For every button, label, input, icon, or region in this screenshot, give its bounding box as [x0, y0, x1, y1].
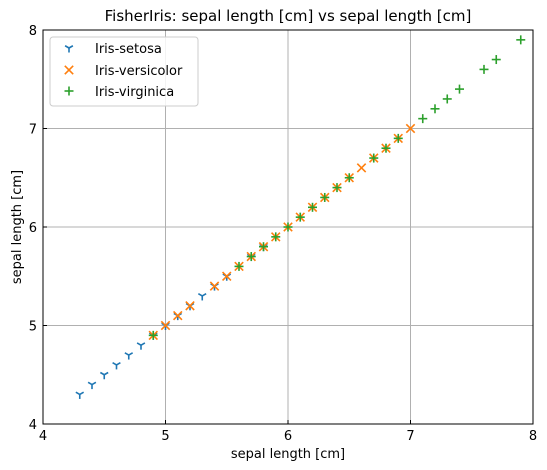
data-point-iris-virginica [418, 114, 428, 124]
data-point-iris-versicolor [160, 320, 171, 331]
data-point-iris-virginica [344, 173, 354, 183]
data-point-iris-virginica [320, 192, 330, 202]
x-axis-label: sepal length [cm] [231, 447, 345, 462]
data-point-iris-virginica [234, 261, 244, 271]
data-point-iris-setosa [112, 361, 121, 370]
legend-label-setosa: Iris-setosa [95, 42, 162, 57]
data-point-iris-setosa [124, 352, 134, 360]
legend-box [49, 36, 199, 107]
x-tick-label: 5 [161, 429, 169, 444]
data-point-iris-setosa [87, 381, 97, 390]
y-axis-label: sepal length [cm] [10, 170, 25, 284]
y-tick-label: 8 [29, 24, 37, 39]
x-tick-label: 7 [406, 429, 414, 444]
y-tick-label: 6 [29, 221, 37, 236]
data-point-iris-versicolor [356, 163, 367, 173]
data-point-iris-virginica [283, 222, 293, 232]
legend-label-virginica: Iris-virginica [95, 85, 174, 100]
data-point-iris-versicolor [405, 123, 416, 134]
x-axis-ticks: 4 5 6 7 8 [39, 420, 537, 444]
y-tick-label: 4 [29, 418, 37, 433]
data-point-iris-setosa [99, 371, 109, 380]
data-point-iris-virginica [271, 232, 281, 242]
data-point-iris-virginica [295, 212, 305, 222]
legend-label-versicolor: Iris-versicolor [95, 64, 183, 79]
legend: Iris-setosa Iris-versicolor Iris-virgini… [49, 36, 199, 107]
x-tick-label: 4 [39, 429, 47, 444]
y-axis-ticks: 4 5 6 7 8 [29, 24, 47, 433]
legend-markers [64, 45, 74, 96]
data-point-iris-setosa [197, 293, 207, 301]
data-point-iris-setosa [136, 342, 146, 350]
data-point-iris-versicolor [221, 271, 232, 282]
data-point-iris-virginica [442, 94, 452, 104]
data-point-iris-versicolor [209, 281, 220, 291]
data-point-iris-setosa [75, 391, 85, 399]
data-point-iris-virginica [479, 64, 489, 74]
data-points [75, 35, 526, 399]
data-point-iris-virginica [381, 143, 391, 153]
data-point-iris-virginica [148, 330, 158, 340]
data-point-iris-versicolor [172, 310, 183, 321]
data-point-iris-virginica [393, 133, 403, 143]
y-tick-label: 5 [29, 320, 37, 335]
data-point-iris-versicolor [185, 301, 195, 311]
data-point-iris-virginica [516, 35, 526, 45]
data-point-iris-virginica [246, 252, 256, 262]
legend-marker-iris-versicolor [64, 65, 74, 75]
x-tick-label: 8 [529, 429, 537, 444]
y-tick-label: 7 [29, 123, 37, 138]
data-point-iris-virginica [455, 84, 464, 94]
data-point-iris-virginica [491, 55, 501, 65]
data-point-iris-virginica [332, 183, 342, 193]
data-point-iris-virginica [259, 242, 268, 252]
x-tick-label: 6 [284, 429, 292, 444]
legend-marker-iris-setosa [64, 45, 74, 53]
chart-title: FisherIris: sepal length [cm] vs sepal l… [105, 7, 472, 25]
data-point-iris-virginica [369, 153, 379, 163]
legend-marker-iris-virginica [64, 86, 74, 96]
data-point-iris-virginica [430, 104, 440, 114]
data-point-iris-virginica [308, 202, 317, 212]
